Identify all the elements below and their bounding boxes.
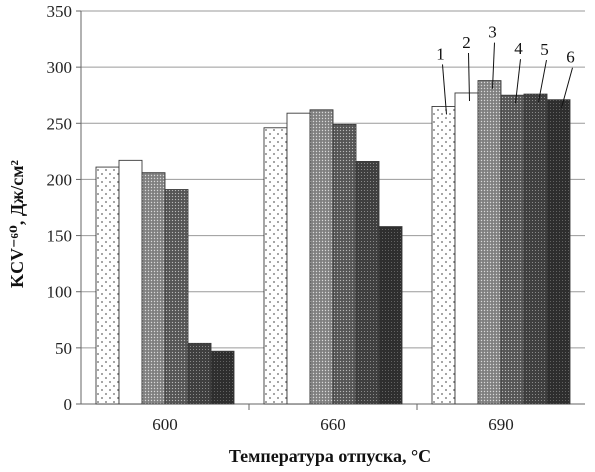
y-tick-label: 250 — [47, 114, 73, 133]
series-label: 6 — [566, 48, 575, 67]
x-tick-label: 690 — [488, 415, 514, 434]
bar — [477, 80, 502, 405]
y-tick-label: 0 — [64, 395, 73, 414]
y-tick-label: 150 — [47, 227, 73, 246]
series-label-leader — [442, 64, 447, 115]
bar — [454, 92, 479, 405]
y-tick-label: 350 — [47, 2, 73, 21]
series-label-leader — [538, 59, 547, 103]
bar — [210, 350, 235, 405]
bar — [309, 109, 334, 405]
bar — [187, 342, 212, 405]
x-tick-label: 600 — [152, 415, 178, 434]
bar — [500, 94, 525, 405]
y-tick-label: 200 — [47, 170, 73, 189]
y-tick-label: 50 — [55, 339, 72, 358]
bar — [95, 166, 120, 405]
series-label: 5 — [540, 40, 549, 59]
series-label: 4 — [514, 39, 523, 58]
x-tick-label: 660 — [320, 415, 346, 434]
series-label: 1 — [436, 44, 445, 63]
bar — [431, 105, 456, 405]
bar — [332, 123, 357, 405]
bar — [141, 172, 166, 405]
y-axis-title: KCV⁻⁶⁰, Дж/см² — [7, 160, 27, 288]
bar — [546, 99, 571, 405]
bar — [523, 93, 548, 405]
x-axis-title: Температура отпуска, °С — [229, 446, 431, 466]
bars — [95, 80, 571, 405]
series-label-leader — [561, 67, 573, 108]
series-label-leader — [468, 52, 470, 101]
bar — [263, 127, 288, 405]
bar — [164, 189, 189, 405]
bar — [355, 161, 380, 405]
series-label: 3 — [488, 23, 497, 42]
series-label: 2 — [462, 33, 471, 52]
y-tick-label: 100 — [47, 283, 73, 302]
bar — [286, 112, 311, 405]
series-label-leader — [492, 42, 495, 89]
series-label-leader — [515, 59, 521, 104]
bar — [118, 159, 143, 405]
y-tick-label: 300 — [47, 58, 73, 77]
bar — [378, 226, 403, 405]
